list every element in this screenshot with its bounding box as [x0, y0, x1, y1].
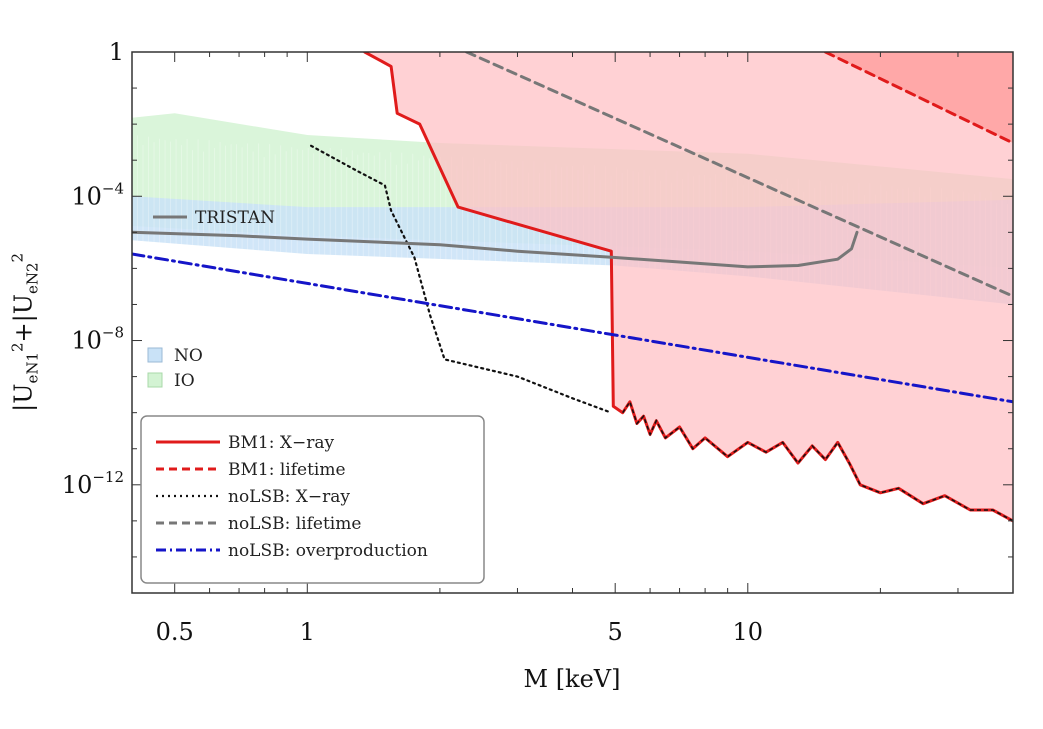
legend-label-3: noLSB: lifetime	[228, 514, 361, 534]
legend-frame	[140, 415, 485, 584]
legend-label-2: noLSB: X−ray	[228, 487, 350, 507]
nolsb-lifetime-line	[465, 52, 1013, 298]
y-axis-title-sup1: 2	[8, 342, 27, 353]
bm1-lifetime-line	[823, 52, 1013, 145]
io-region-swatch	[147, 372, 163, 388]
y-tick-base-2: 10	[71, 327, 102, 355]
nolsb-overproduction-line	[132, 252, 1013, 404]
y-tick-exp-1: −4	[102, 179, 124, 197]
plot-area	[132, 52, 1013, 523]
y-tick-base-1: 10	[71, 182, 102, 210]
tristan-annotation: TRISTAN	[195, 208, 275, 228]
y-tick-label-0: 1	[109, 38, 124, 66]
x-tick-label-3: 10	[733, 618, 764, 646]
no-region-label: NO	[174, 346, 203, 366]
series-lines	[132, 52, 1013, 523]
x-tick-label-0: 0.5	[156, 618, 194, 646]
legend-label-0: BM1: X−ray	[228, 433, 334, 453]
y-axis-title-mid: +|U	[9, 294, 38, 343]
y-tick-label-2: 10−8	[71, 324, 124, 355]
no-region-swatch	[147, 347, 163, 363]
y-tick-label-1: 10−4	[71, 179, 124, 210]
y-tick-exp-2: −8	[102, 324, 124, 342]
y-axis-title-pre: |U	[9, 383, 38, 412]
legend: BM1: X−ray BM1: lifetime noLSB: X−ray no…	[140, 415, 485, 584]
nolsb-xray-line	[310, 144, 613, 414]
bm1-tail-overlay	[622, 400, 1013, 522]
legend-label-4: noLSB: overproduction	[228, 541, 428, 561]
bm1-xray-excluded-region	[364, 52, 1013, 521]
y-tick-label-3: 10−12	[62, 468, 124, 499]
y-tick-base-3: 10	[62, 471, 93, 499]
x-axis-title: M [keV]	[523, 665, 620, 693]
io-region-label: IO	[174, 371, 195, 391]
y-axis-title: |UeN12+|UeN22	[9, 212, 42, 452]
x-tick-label-1: 1	[300, 618, 315, 646]
x-tick-label-2: 5	[608, 618, 623, 646]
legend-label-1: BM1: lifetime	[228, 460, 346, 480]
y-tick-exp-3: −12	[92, 468, 124, 486]
y-axis-title-sub2: eN2	[23, 262, 42, 295]
y-axis-title-sup2: 2	[8, 252, 27, 263]
y-axis-title-sub1: eN1	[23, 352, 42, 384]
tristan-line	[132, 230, 859, 269]
